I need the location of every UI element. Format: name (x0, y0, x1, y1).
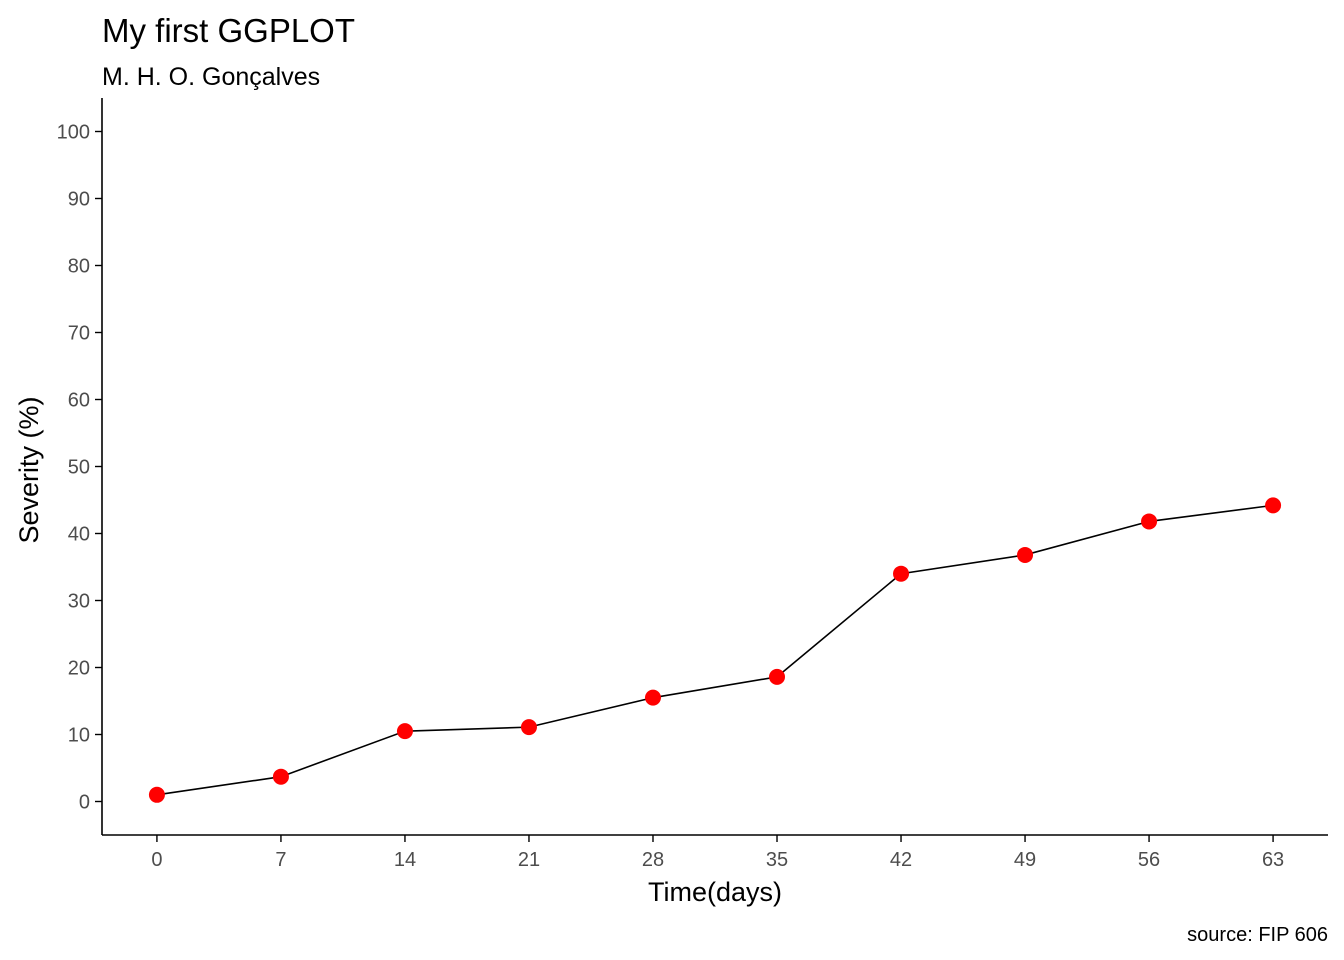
y-tick-label: 20 (68, 658, 90, 680)
series-layer (156, 504, 1274, 796)
y-tick-label: 10 (68, 725, 90, 747)
y-tick-label: 70 (68, 323, 90, 345)
data-point (1141, 513, 1158, 530)
x-tick-label: 28 (642, 849, 664, 871)
data-point (272, 768, 289, 785)
chart-subtitle: M. H. O. Gonçalves (102, 63, 320, 91)
y-tick-label: 90 (68, 189, 90, 211)
series-line (156, 504, 1274, 796)
y-axis-ticks: 0 10 20 30 40 50 60 70 80 90 100 (57, 122, 102, 814)
y-tick-label: 100 (57, 122, 90, 144)
chart-title: My first GGPLOT (102, 12, 355, 49)
x-tick-label: 35 (766, 849, 788, 871)
y-tick-label: 50 (68, 457, 90, 479)
y-axis-title: Severity (%) (14, 396, 44, 543)
x-tick-label: 63 (1262, 849, 1284, 871)
data-point (1017, 546, 1034, 563)
x-tick-label: 21 (518, 849, 540, 871)
chart-caption: source: FIP 606 (1187, 924, 1328, 946)
data-point (520, 719, 537, 736)
data-point (148, 786, 165, 803)
data-point (1265, 497, 1282, 514)
data-point (396, 723, 413, 740)
x-axis-ticks: 0 7 14 21 28 35 42 49 56 63 (151, 835, 1284, 871)
x-tick-label: 49 (1014, 849, 1036, 871)
data-point (893, 565, 910, 582)
x-tick-label: 0 (151, 849, 162, 871)
x-axis-title: Time(days) (648, 877, 782, 907)
y-tick-label: 40 (68, 524, 90, 546)
y-tick-label: 80 (68, 256, 90, 278)
y-tick-label: 30 (68, 591, 90, 613)
x-tick-label: 42 (890, 849, 912, 871)
data-point (769, 668, 786, 685)
data-point (644, 689, 661, 706)
x-tick-label: 7 (275, 849, 286, 871)
x-tick-label: 14 (394, 849, 416, 871)
x-tick-label: 56 (1138, 849, 1160, 871)
y-tick-label: 0 (79, 792, 90, 814)
points-layer (148, 497, 1282, 803)
y-tick-label: 60 (68, 390, 90, 412)
